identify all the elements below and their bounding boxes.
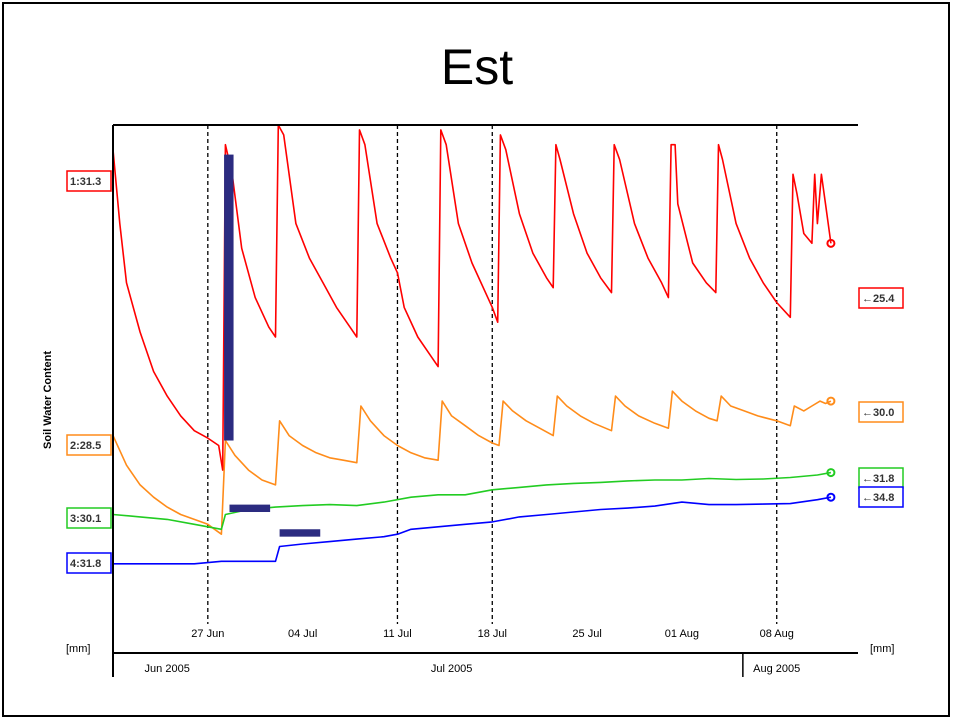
x-tick-label: 18 Jul: [478, 628, 507, 640]
series-line-3: [112, 471, 832, 531]
annotation-bar: [229, 504, 271, 513]
chart-grid: [207, 125, 778, 624]
series-end-label: ←31.8: [862, 473, 894, 485]
series-end-label: ←34.8: [862, 492, 894, 504]
y-unit-left: [mm]: [66, 643, 90, 655]
annotation-bar: [279, 529, 321, 537]
series-start-label: 1:31.3: [70, 176, 101, 188]
x-tick-label: 27 Jun: [191, 628, 224, 640]
series-start-box: [66, 507, 112, 529]
x-tick-label: 08 Aug: [760, 628, 794, 640]
series-start-label: 3:30.1: [70, 513, 101, 525]
x-tick-label: 11 Jul: [383, 628, 412, 640]
series-end-box: [858, 287, 904, 309]
series-endpoint-3: [826, 468, 836, 478]
series-start-box: [66, 434, 112, 456]
series-labels: 1:31.3 ←25.4 2:28.5 ←30.0 3:30.1 ←31.8 4:31.8 ←…: [66, 170, 904, 574]
annotation-bars: [224, 154, 321, 537]
series-endpoint-2: [826, 396, 836, 406]
month-label: Jul 2005: [431, 663, 473, 675]
series-endpoint-4: [826, 492, 836, 502]
chart-title: Est: [440, 39, 514, 95]
month-label: Jun 2005: [145, 663, 190, 675]
month-label: Aug 2005: [753, 663, 800, 675]
y-unit-right: [mm]: [870, 643, 894, 655]
annotation-bar: [224, 154, 234, 441]
series-end-box: [858, 401, 904, 423]
series-start-box: [66, 170, 112, 192]
series-end-label: ←25.4: [862, 293, 895, 305]
series-endpoint-1: [826, 238, 836, 248]
series-start-label: 2:28.5: [70, 440, 101, 452]
series-end-box: [858, 486, 904, 508]
series-start-box: [66, 552, 112, 574]
x-tick-label: 01 Aug: [665, 628, 699, 640]
series-line-4: [113, 496, 832, 565]
chart-axes: 27 Jun 04 Jul 11 Jul 18 Jul 25 Jul 01 Aug 08 A…: [42, 124, 894, 677]
x-tick-label: 04 Jul: [288, 628, 317, 640]
series-line-1: [112, 124, 832, 471]
series-start-label: 4:31.8: [70, 558, 101, 570]
series-line-2: [112, 390, 832, 536]
x-tick-label: 25 Jul: [572, 628, 601, 640]
y-axis-label: Soil Water Content: [42, 351, 54, 449]
series-end-label: ←30.0: [862, 407, 894, 419]
series-lines: [112, 124, 836, 565]
